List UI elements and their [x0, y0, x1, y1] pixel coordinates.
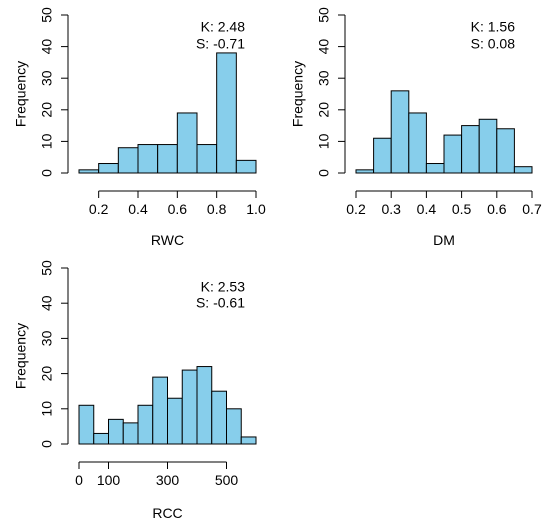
histogram-bar	[157, 144, 178, 174]
histogram-bar	[117, 147, 139, 174]
y-axis-label: Frequency	[13, 323, 29, 389]
y-tick-label: 10	[316, 133, 332, 149]
histogram-bar	[152, 376, 168, 445]
histogram-bar	[108, 418, 124, 445]
x-tick-label: 0.3	[381, 201, 401, 217]
y-tick-label: 50	[316, 7, 332, 23]
y-tick-label: 50	[39, 7, 55, 23]
y-tick-label: 20	[316, 102, 332, 118]
x-tick-label: 0.4	[128, 201, 148, 217]
histogram-bar	[196, 366, 213, 445]
histogram-bar	[98, 163, 119, 174]
x-tick-label: 0.2	[346, 201, 366, 217]
histogram-bar	[216, 52, 237, 174]
histogram-bar	[390, 90, 410, 174]
histogram-bar	[181, 369, 198, 445]
y-tick-label: 30	[39, 70, 55, 86]
x-tick-label: 0.7	[522, 201, 542, 217]
histogram-bar	[235, 159, 257, 174]
skewness-annotation: S: -0.71	[196, 36, 245, 52]
x-tick-label: 100	[97, 472, 121, 488]
histogram-bar	[93, 432, 109, 445]
histogram-bar	[137, 404, 154, 445]
x-tick-label: 0.6	[168, 201, 188, 217]
histogram-bar	[211, 390, 227, 445]
histogram-bar	[78, 404, 95, 445]
x-tick-label: 0.4	[417, 201, 437, 217]
histogram-bar	[513, 166, 533, 174]
histogram-bar	[443, 134, 463, 174]
y-tick-label: 20	[39, 366, 55, 382]
y-tick-label: 40	[39, 39, 55, 55]
kurtosis-annotation: K: 2.48	[201, 19, 246, 35]
histogram-bar	[496, 128, 515, 174]
x-tick-label: 0.2	[89, 201, 109, 217]
histogram-bar	[373, 137, 392, 174]
histogram-bar	[478, 118, 498, 174]
x-tick-label: 300	[156, 472, 180, 488]
x-axis-label: RCC	[152, 505, 182, 521]
y-tick-label: 0	[39, 169, 55, 177]
x-axis-label: DM	[433, 232, 455, 248]
histogram-bar	[137, 144, 159, 174]
histogram-bar	[122, 422, 139, 445]
x-axis-label: RWC	[151, 232, 184, 248]
y-tick-label: 30	[316, 70, 332, 86]
y-axis-label: Frequency	[290, 61, 306, 127]
histogram-bar	[355, 169, 375, 174]
histogram-bar	[196, 144, 218, 174]
x-tick-label: 0.8	[207, 201, 227, 217]
histogram-bar	[226, 408, 242, 445]
histogram-bar	[425, 163, 445, 174]
histogram-bar	[461, 125, 480, 174]
y-tick-label: 10	[39, 401, 55, 417]
histogram-panel: 0 100 300 500 RCC 0 10 20 30 40 50 Frequency K: 2.53…	[13, 260, 257, 521]
y-tick-label: 40	[316, 39, 332, 55]
skewness-annotation: S: 0.08	[471, 36, 516, 52]
x-tick-label: 0.5	[452, 201, 472, 217]
kurtosis-annotation: K: 1.56	[471, 19, 516, 35]
histogram-panel: 0.2 0.3 0.4 0.5 0.6 0.7 DM 0 10 20 30 40 50 Frequency…	[290, 7, 542, 248]
y-tick-label: 30	[39, 330, 55, 346]
x-tick-label: 1.0	[246, 201, 266, 217]
histogram-bar	[240, 436, 257, 445]
y-tick-label: 0	[39, 440, 55, 448]
histogram-bar	[176, 112, 198, 174]
histogram-bar	[167, 397, 183, 445]
y-tick-label: 20	[39, 102, 55, 118]
skewness-annotation: S: -0.61	[196, 295, 245, 311]
y-tick-label: 10	[39, 133, 55, 149]
y-tick-label: 50	[39, 260, 55, 276]
histogram-panel: 0.2 0.4 0.6 0.8 1.0 RWC 0 10 20 30 40 50 Frequency K:…	[13, 7, 266, 248]
histogram-bar	[78, 169, 100, 174]
histogram-bar	[408, 112, 427, 174]
kurtosis-annotation: K: 2.53	[201, 279, 246, 295]
x-tick-label: 0.6	[487, 201, 507, 217]
y-axis-label: Frequency	[13, 61, 29, 127]
x-tick-label: 500	[215, 472, 239, 488]
y-tick-label: 0	[316, 169, 332, 177]
y-tick-label: 40	[39, 295, 55, 311]
x-tick-label: 0	[75, 472, 83, 488]
